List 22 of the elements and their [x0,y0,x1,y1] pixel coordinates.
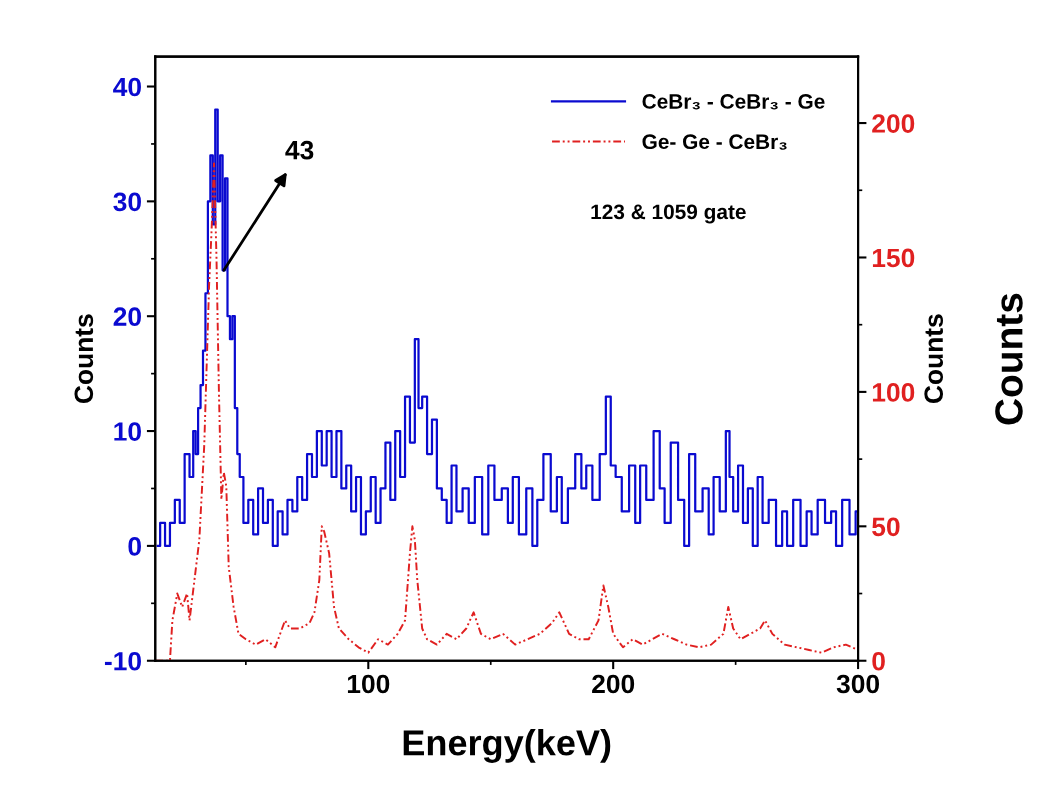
annotation: 123 & 1059 gate [591,204,746,224]
x-axis-title: Energy(keV) [403,729,611,763]
y-tick-label: -10 [104,651,141,671]
y-tick-label: 40 [113,77,141,97]
y-tick-label: 10 [114,422,141,441]
x-tick-label: 100 [347,674,390,694]
legend-label: Ge- Ge - CeBr₃ [642,134,787,150]
y2-tick-label: 150 [872,248,915,268]
y2-axis-title: Counts [924,314,944,404]
text: Counts [995,293,1023,425]
y-tick-label: 30 [113,192,141,212]
y-tick-label: 0 [128,537,141,556]
x-tick-label: 200 [592,674,635,694]
x-tick-label: 300 [836,674,880,694]
y-axis-title: Counts [74,314,94,404]
y2-tick-label: 200 [872,114,915,133]
annotation: 43 [285,140,314,160]
legend-label: CeBr₃ - CeBr₃ - Ge [642,94,825,110]
y2-tick-label: 0 [872,651,885,671]
y2-tick-label: 100 [872,383,915,402]
y2-tick-label: 50 [872,517,900,537]
y-tick-label: 20 [113,307,141,327]
